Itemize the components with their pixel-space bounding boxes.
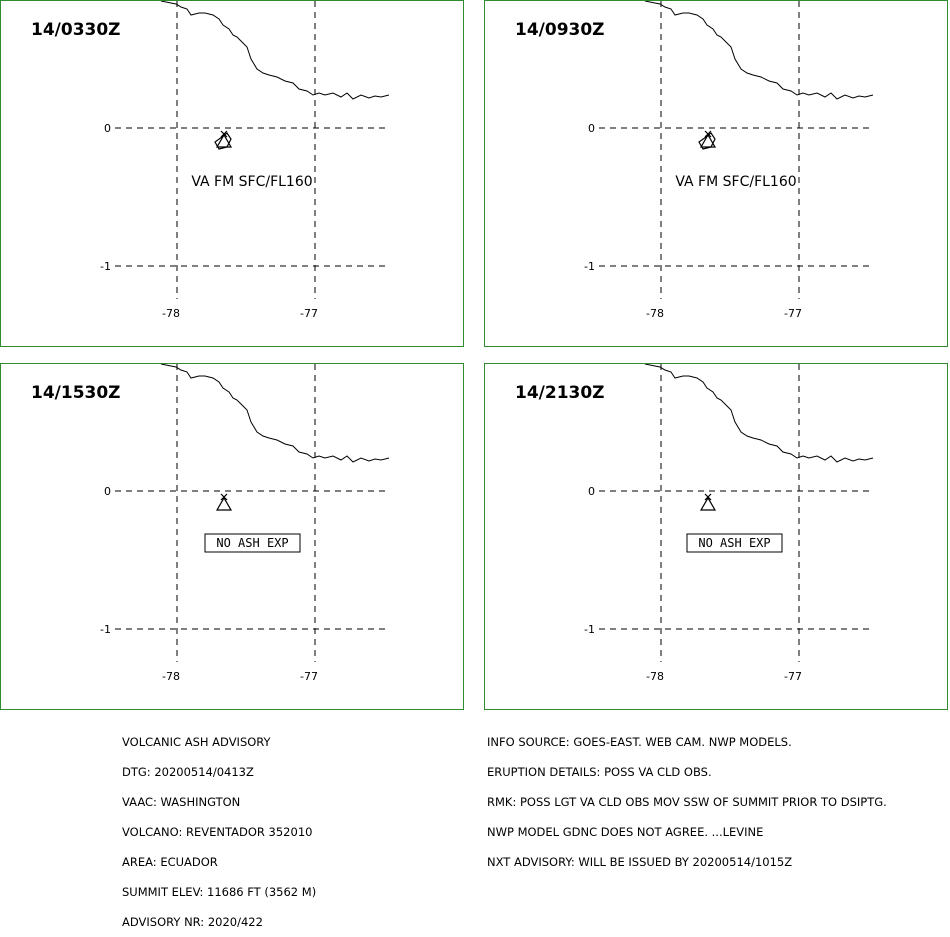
coastline: [160, 1, 390, 100]
lat-label-minus1: -1: [100, 260, 111, 273]
valid-time: 14/1530Z: [31, 383, 121, 403]
map-canvas: 14/1530Z 0 -1 -78 -77 NO ASH EXP: [31, 364, 390, 683]
advisory-line: ADVISORY NR: 2020/422: [122, 915, 263, 929]
lat-label-0: 0: [588, 122, 595, 135]
no-ash-box: [204, 533, 301, 553]
valid-time: 14/0930Z: [515, 20, 605, 40]
valid-time: 14/2130Z: [515, 383, 605, 403]
advisory-line: NXT ADVISORY: WILL BE ISSUED BY 20200514…: [487, 855, 793, 869]
advisory-line: ERUPTION DETAILS: POSS VA CLD OBS.: [487, 765, 712, 779]
map-panel-2: 14/0930Z 0 -1 -78 -77 VA FM SFC/FL160: [484, 0, 948, 347]
map-panel-1: 14/0330Z 0 -1 -78 -77 VA FM SFC/FL160: [0, 0, 464, 347]
coastline: [644, 1, 874, 100]
map-canvas: 14/0330Z 0 -1 -78 -77 VA FM SFC/FL160: [31, 1, 390, 320]
coastline: [160, 364, 390, 463]
volcano-icon: [215, 130, 233, 148]
lon-label-78: -78: [162, 307, 180, 320]
advisory-line: DTG: 20200514/0413Z: [122, 765, 254, 779]
advisory-line: SUMMIT ELEV: 11686 FT (3562 M): [122, 885, 317, 899]
volcano-icon: [699, 130, 717, 148]
map-panel-3: 14/1530Z 0 -1 -78 -77 NO ASH EXP: [0, 363, 464, 710]
lon-label-78: -78: [646, 307, 664, 320]
lat-label-minus1: -1: [100, 623, 111, 636]
advisory-line: RMK: POSS LGT VA CLD OBS MOV SSW OF SUMM…: [487, 795, 887, 809]
volcano-icon: [699, 493, 717, 511]
advisory-line: AREA: ECUADOR: [122, 855, 218, 869]
lon-label-77: -77: [784, 670, 802, 683]
ash-forecast-text: VA FM SFC/FL160: [675, 174, 796, 190]
map-panel-4: 14/2130Z 0 -1 -78 -77 NO ASH EXP: [484, 363, 948, 710]
lat-label-minus1: -1: [584, 623, 595, 636]
coastline: [644, 364, 874, 463]
lon-label-78: -78: [162, 670, 180, 683]
lon-label-78: -78: [646, 670, 664, 683]
map-canvas: 14/0930Z 0 -1 -78 -77 VA FM SFC/FL160: [515, 1, 874, 320]
lon-label-77: -77: [300, 307, 318, 320]
advisory-right: INFO SOURCE: GOES-EAST. WEB CAM. NWP MOD…: [487, 717, 887, 877]
lat-label-0: 0: [104, 122, 111, 135]
no-ash-box: [686, 533, 783, 553]
volcano-icon: [215, 493, 233, 511]
advisory-line: VOLCANIC ASH ADVISORY: [122, 735, 271, 749]
advisory-line: INFO SOURCE: GOES-EAST. WEB CAM. NWP MOD…: [487, 735, 792, 749]
ash-forecast-text: VA FM SFC/FL160: [191, 174, 312, 190]
ash-forecast-text: NO ASH EXP: [698, 536, 770, 550]
advisory-line: VAAC: WASHINGTON: [122, 795, 241, 809]
lon-label-77: -77: [300, 670, 318, 683]
lat-label-0: 0: [588, 485, 595, 498]
lat-label-0: 0: [104, 485, 111, 498]
map-canvas: 14/2130Z 0 -1 -78 -77 NO ASH EXP: [515, 364, 874, 683]
advisory-line: VOLCANO: REVENTADOR 352010: [122, 825, 313, 839]
lat-label-minus1: -1: [584, 260, 595, 273]
ash-forecast-text: NO ASH EXP: [216, 536, 288, 550]
valid-time: 14/0330Z: [31, 20, 121, 40]
advisory-left: VOLCANIC ASH ADVISORY DTG: 20200514/0413…: [122, 717, 316, 937]
lon-label-77: -77: [784, 307, 802, 320]
advisory-line: NWP MODEL GDNC DOES NOT AGREE. ...LEVINE: [487, 825, 764, 839]
